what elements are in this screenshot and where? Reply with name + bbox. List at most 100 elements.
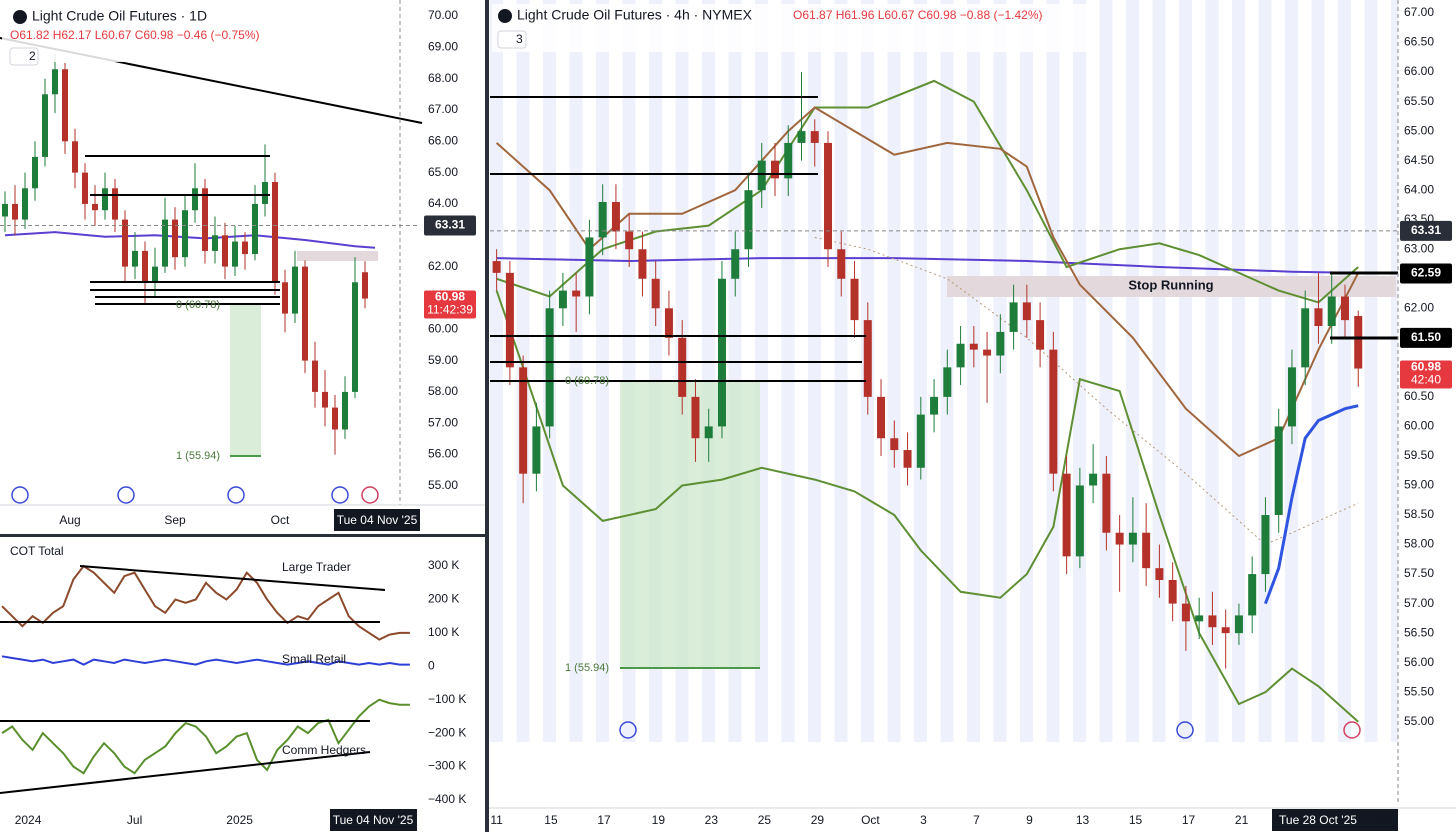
legend-bg — [2, 4, 252, 62]
event-icon[interactable] — [331, 486, 349, 504]
x-tick-label: 2025 — [226, 813, 253, 827]
candle-body — [102, 188, 108, 211]
overlay — [0, 0, 1399, 805]
candle-body — [132, 250, 138, 267]
candle-body — [312, 360, 318, 392]
y-tick-label: 62.00 — [1404, 300, 1434, 314]
y-tick-label: 59.00 — [428, 353, 458, 367]
fib-label: 1 (55.94) — [565, 662, 609, 674]
y-tick-label: 66.50 — [1404, 35, 1434, 49]
candle-body — [262, 182, 268, 204]
y-tick-label: 69.00 — [428, 39, 458, 53]
candle-body — [943, 367, 952, 397]
candle-body — [282, 282, 288, 314]
candle-body — [505, 272, 514, 368]
candle-body — [691, 396, 700, 439]
x-tick-label: 15 — [1129, 813, 1143, 827]
candle-body — [1248, 574, 1257, 616]
candle-body — [572, 290, 581, 297]
pane-separator — [0, 534, 485, 537]
event-icon[interactable] — [117, 486, 135, 504]
y-tick-label: 56.50 — [1404, 625, 1434, 639]
candle-body — [1155, 568, 1164, 580]
candle-body — [651, 278, 660, 309]
candle-body — [863, 320, 872, 397]
series-line — [496, 257, 1359, 274]
candle-body — [598, 201, 607, 238]
event-icon[interactable] — [361, 486, 379, 504]
candle-body — [1354, 315, 1363, 369]
candle-body — [611, 201, 620, 232]
series-line — [1, 698, 410, 775]
x-tick-label: 3 — [920, 813, 927, 827]
candle-body — [664, 308, 673, 338]
plot — [1, 53, 1363, 775]
ohlc-values: O61.87 H61.96 L60.67 C60.98 −0.88 (−1.42… — [793, 8, 1043, 22]
candle-body — [1089, 473, 1098, 486]
candle-body — [638, 249, 647, 279]
cursor-box — [334, 509, 420, 531]
candle-body — [1274, 426, 1283, 516]
x-tick-label: 13 — [1076, 813, 1090, 827]
y-tick-label: 58.00 — [1404, 537, 1434, 551]
x-tick-label: 17 — [597, 813, 611, 827]
candle-body — [519, 367, 528, 474]
candle-body — [1314, 308, 1323, 327]
annotations: 0 (60.78) 1 (55.94) 0 (60.78) 1 (55.94) … — [176, 277, 1214, 757]
candle-body — [996, 331, 1005, 356]
y-tick-label: 64.00 — [1404, 182, 1434, 196]
pane-badge[interactable] — [9, 47, 39, 66]
event-icon[interactable] — [619, 721, 637, 739]
y-tick-label: 59.00 — [1404, 478, 1434, 492]
event-icon[interactable] — [227, 486, 245, 504]
x-tick-label: 21 — [1235, 813, 1249, 827]
x-tick-label: 25 — [758, 813, 772, 827]
price-marker — [1400, 220, 1452, 241]
y-tick-label: 60.00 — [428, 321, 458, 335]
y-tick-label: 58.50 — [1404, 507, 1434, 521]
y-tick-label: 60.50 — [1404, 389, 1434, 403]
candle-body — [52, 69, 58, 95]
price-marker — [424, 215, 476, 236]
y-tick-label: 62.00 — [428, 259, 458, 273]
candle-body — [930, 396, 939, 415]
price-marker — [424, 290, 476, 319]
price-marker — [1400, 263, 1452, 284]
chart-title: Light Crude Oil Futures · 1D — [32, 8, 207, 24]
candle-body — [1301, 308, 1310, 368]
pane-separator — [485, 0, 489, 832]
price-marker-text: 63.31 — [435, 218, 465, 232]
candle-body — [352, 282, 358, 392]
y-tick-label: 57.00 — [428, 415, 458, 429]
candle-body — [342, 391, 348, 430]
candle-body — [717, 278, 726, 427]
candle-body — [558, 290, 567, 309]
y-tick-label: 68.00 — [428, 71, 458, 85]
candle-body — [969, 343, 978, 350]
event-icon[interactable] — [1343, 721, 1361, 739]
candle-body — [545, 308, 554, 427]
y-tick-label: 67.00 — [428, 102, 458, 116]
candle-body — [770, 160, 779, 179]
y-tick-label: 60.00 — [1404, 419, 1434, 433]
y-tick-label: 63.00 — [1404, 241, 1434, 255]
candle-body — [903, 450, 912, 468]
cursor-box — [330, 809, 417, 831]
event-icon[interactable] — [11, 486, 29, 504]
candle-body — [744, 190, 753, 250]
candle-body — [678, 337, 687, 397]
y-tick-label: 56.00 — [1404, 655, 1434, 669]
y-tick-label: 59.50 — [1404, 448, 1434, 462]
y-tick-label: 66.00 — [1404, 64, 1434, 78]
series-label: Large Trader — [282, 560, 351, 574]
event-icon[interactable] — [1176, 721, 1194, 739]
y-tick-label: 200 K — [428, 592, 459, 606]
y-tick-label: 58.00 — [428, 384, 458, 398]
pane-badge[interactable] — [497, 30, 527, 49]
candle-body — [72, 141, 78, 173]
pane-badge-text: 2 — [29, 49, 36, 63]
candle-body — [983, 349, 992, 356]
series-line — [1, 564, 410, 641]
candle-body — [1327, 296, 1336, 327]
candle-body — [810, 131, 819, 143]
